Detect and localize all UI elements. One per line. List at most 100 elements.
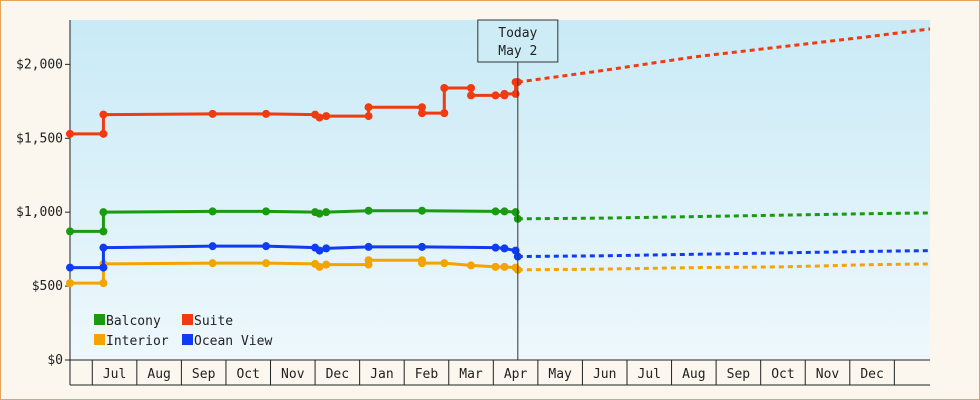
x-tick-label: Apr [504, 367, 528, 382]
x-tick-label: Aug [147, 367, 170, 382]
x-tick-label: Jan [370, 367, 393, 382]
y-tick-label: $2,000 [16, 57, 63, 72]
data-point [364, 103, 373, 112]
data-point [440, 259, 449, 268]
data-point [467, 91, 476, 100]
x-tick-label: Jun [593, 367, 616, 382]
data-point [99, 208, 108, 217]
data-point [364, 256, 373, 265]
data-point [467, 84, 476, 92]
x-tick-label: Sep [192, 367, 216, 382]
data-point [491, 207, 500, 216]
data-point [364, 206, 373, 215]
data-point [364, 242, 373, 251]
data-point [66, 227, 74, 236]
data-point [262, 259, 271, 268]
x-tick-label: Oct [236, 367, 259, 382]
data-point [262, 242, 271, 251]
x-tick-label: Dec [326, 367, 349, 382]
x-tick-label: Aug [682, 367, 705, 382]
data-point [491, 91, 500, 100]
plot-background [70, 20, 930, 360]
data-point [511, 89, 520, 98]
series-projection-line [517, 249, 931, 259]
x-tick-label: Mar [459, 367, 483, 382]
data-point [262, 109, 271, 118]
x-tick-label: Dec [860, 367, 883, 382]
data-point [322, 208, 331, 217]
series-layer [66, 27, 931, 288]
x-tick-label: Sep [727, 367, 751, 382]
data-point [208, 259, 217, 268]
data-point [322, 112, 331, 121]
data-point [208, 242, 217, 251]
data-point [208, 207, 217, 216]
series-projection-line [517, 27, 931, 84]
data-point [322, 244, 331, 253]
legend-label: Ocean View [194, 334, 272, 349]
legend-label: Suite [194, 314, 233, 329]
y-tick-label: $500 [32, 279, 63, 294]
y-tick-label: $1,000 [16, 205, 63, 220]
y-axis: $0 $500 $1,000 $1,500 $2,000 [16, 20, 71, 385]
x-tick-label: Nov [816, 367, 840, 382]
data-point [440, 109, 449, 118]
data-point [315, 246, 324, 255]
data-point [208, 109, 217, 118]
today-marker: Today May 2 [477, 19, 559, 360]
data-point [491, 243, 500, 252]
legend-swatch [182, 334, 193, 345]
legend-label: Interior [106, 334, 169, 349]
data-point [315, 113, 324, 122]
data-point [262, 207, 271, 216]
legend-label: Balcony [106, 314, 161, 329]
series-projection-line [517, 262, 931, 272]
data-point [418, 103, 427, 112]
data-point [418, 109, 427, 118]
data-point [418, 206, 427, 215]
series-suite [66, 27, 931, 138]
data-point [66, 129, 74, 138]
data-point [364, 112, 373, 121]
data-point [66, 279, 74, 288]
today-label: Today [498, 26, 537, 41]
data-point [418, 259, 427, 268]
data-point [322, 260, 331, 269]
data-point [500, 244, 509, 253]
legend-swatch [94, 314, 105, 325]
data-point [99, 110, 108, 119]
data-point [99, 129, 108, 138]
series-projection-line [517, 211, 931, 221]
series-interior [66, 256, 931, 288]
data-point [467, 261, 476, 270]
data-point [99, 279, 108, 288]
data-point [315, 209, 324, 218]
data-point [500, 262, 509, 271]
data-point [99, 263, 108, 272]
x-tick-label: Nov [281, 367, 305, 382]
today-date-label: May 2 [498, 44, 537, 59]
data-point [500, 207, 509, 216]
today-box [477, 19, 559, 63]
data-point [99, 243, 108, 252]
legend-swatch [94, 334, 105, 345]
x-tick-label: Jul [103, 367, 126, 382]
x-axis: Jul Aug Sep Oct Nov Dec Jan Feb Mar Apr May Jun Jul A… [70, 359, 930, 386]
data-point [440, 84, 449, 92]
y-tick-label: $1,500 [16, 131, 63, 146]
x-tick-label: Oct [771, 367, 794, 382]
series-balcony [66, 206, 931, 236]
x-tick-label: May [548, 367, 572, 382]
x-tick-label: Feb [415, 367, 439, 382]
data-point [418, 242, 427, 251]
y-tick-label: $0 [47, 353, 63, 368]
data-point [99, 227, 108, 236]
x-tick-label: Jul [638, 367, 661, 382]
legend-swatch [182, 314, 193, 325]
data-point [500, 89, 509, 98]
legend: Balcony Suite Interior Ocean View [94, 314, 272, 349]
series-ocean-view [66, 242, 931, 272]
data-point [491, 262, 500, 271]
data-point [315, 262, 324, 271]
